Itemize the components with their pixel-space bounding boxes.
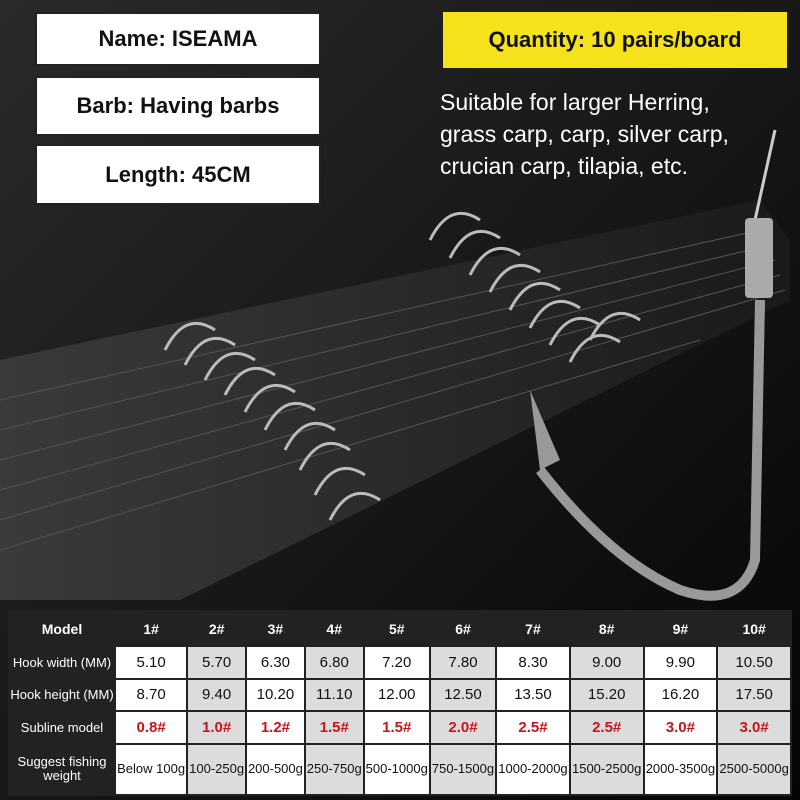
suitable-line: Suitable for larger Herring, [440,89,710,115]
table-cell: 13.50 [495,677,571,713]
column-header: 4# [303,610,365,647]
column-header: 5# [362,610,431,647]
table-cell: 1.2# [245,710,306,745]
suitable-line: grass carp, carp, silver carp, [440,121,729,147]
column-header: 8# [568,610,645,647]
table-row: Subline model 0.8# 1.0# 1.2# 1.5# 1.5# 2.0# 2.5… [8,710,792,745]
table-cell: 12.00 [362,677,431,713]
table-cell: 16.20 [642,677,719,713]
table-cell: 2.5# [568,710,645,745]
column-header: 10# [716,610,792,647]
row-header: Subline model [8,710,116,745]
table-cell: 1.5# [303,710,365,745]
row-header: Hook height (MM) [8,677,116,713]
table-cell: 10.50 [716,645,792,680]
barb-label: Barb: Having barbs [35,76,321,136]
column-header: 7# [495,610,571,647]
table-cell: 7.20 [362,645,431,680]
table-cell: 6.80 [303,645,365,680]
name-label: Name: ISEAMA [35,12,321,66]
spec-table: Model 1# 2# 3# 4# 5# 6# 7# 8# 9# 10# Hook width (MM… [8,610,792,797]
table-cell: 2.5# [495,710,571,745]
table-cell: 15.20 [568,677,645,713]
table-cell: 8.70 [113,677,189,713]
table-cell: 5.10 [113,645,189,680]
table-cell: 500-1000g [362,742,431,797]
table-cell: 100-250g [186,742,248,797]
table-cell: 750-1500g [428,742,498,797]
table-cell: 11.10 [303,677,365,713]
table-cell: 1000-2000g [495,742,571,797]
table-cell: 2.0# [428,710,498,745]
table-cell: 9.00 [568,645,645,680]
hook-board [0,200,790,600]
row-header: Hook width (MM) [8,645,116,680]
table-header-row: Model 1# 2# 3# 4# 5# 6# 7# 8# 9# 10# [8,610,792,647]
column-header: 9# [642,610,719,647]
table-cell: 17.50 [716,677,792,713]
suitable-line: crucian carp, tilapia, etc. [440,153,689,179]
table-cell: 9.90 [642,645,719,680]
length-label: Length: 45CM [35,144,321,205]
table-cell: 2500-5000g [716,742,792,797]
table-cell: 1500-2500g [568,742,645,797]
table-cell: 5.70 [186,645,248,680]
table-cell: 200-500g [245,742,306,797]
table-cell: Below 100g [113,742,189,797]
table-cell: 9.40 [186,677,248,713]
column-header: 1# [113,610,189,647]
table-cell: 8.30 [495,645,571,680]
table-cell: 7.80 [428,645,498,680]
table-cell: 12.50 [428,677,498,713]
row-header-model: Model [8,610,116,647]
table-cell: 6.30 [245,645,306,680]
table-cell: 2000-3500g [642,742,719,797]
table-cell: 1.0# [186,710,248,745]
table-row: Hook height (MM) 8.70 9.40 10.20 11.10 12.00 1… [8,677,792,713]
table-row: Suggest fishing weight Below 100g 100-250g… [8,742,792,797]
column-header: 2# [186,610,248,647]
large-hook-closeup [530,129,777,601]
table-cell: 1.5# [362,710,431,745]
table-row: Hook width (MM) 5.10 5.70 6.30 6.80 7.20 7.80 8… [8,645,792,680]
suitable-fish-text: Suitable for larger Herring, grass carp,… [440,86,800,182]
row-header: Suggest fishing weight [8,742,116,797]
column-header: 3# [245,610,306,647]
column-header: 6# [428,610,498,647]
table-cell: 3.0# [642,710,719,745]
table-cell: 3.0# [716,710,792,745]
quantity-banner: Quantity: 10 pairs/board [443,12,787,68]
table-cell: 250-750g [303,742,365,797]
table-cell: 0.8# [113,710,189,745]
table-cell: 10.20 [245,677,306,713]
